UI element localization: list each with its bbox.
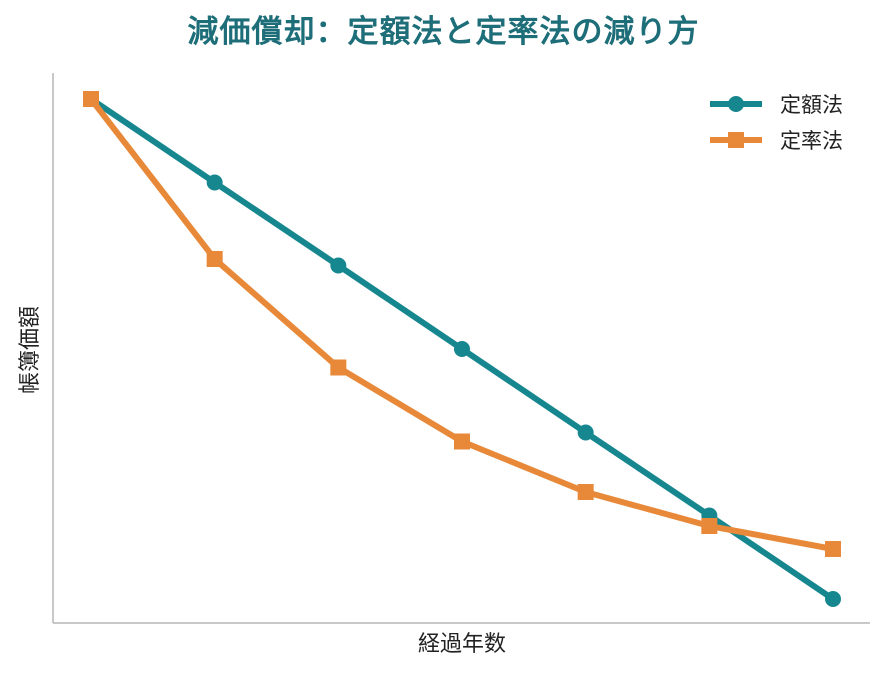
data-point (206, 251, 223, 267)
legend-label: 定額法 (780, 93, 843, 117)
legend-label: 定率法 (780, 129, 843, 153)
legend-marker (728, 132, 744, 148)
data-point (454, 433, 470, 450)
data-point (206, 174, 223, 191)
data-point (330, 257, 347, 274)
series-2 (83, 91, 841, 557)
data-point (577, 484, 594, 500)
series-line-2 (88, 96, 836, 552)
legend-item-1: 定額法 (710, 93, 843, 117)
data-point (701, 518, 718, 534)
data-point (577, 424, 594, 441)
data-point (454, 341, 470, 357)
data-point (825, 591, 841, 607)
chart-title: 減価償却：定額法と定率法の減り方 (187, 14, 700, 50)
data-point (83, 91, 99, 107)
data-point (825, 541, 841, 557)
legend-marker (728, 96, 744, 112)
data-point (330, 359, 347, 376)
x-axis-label: 経過年数 (417, 632, 507, 657)
legend-item-2: 定率法 (710, 129, 843, 153)
